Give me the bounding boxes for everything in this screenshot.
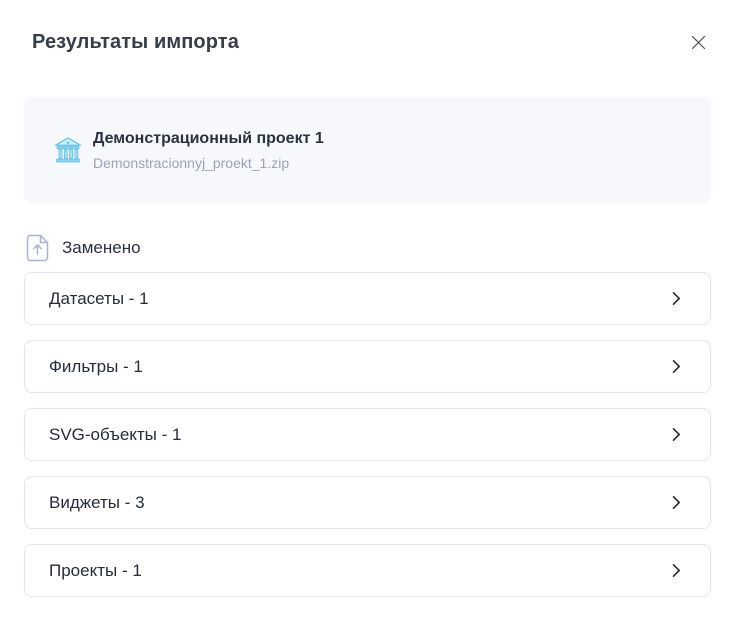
chevron-right-icon [669, 427, 683, 442]
section-label: Фильтры - 1 [49, 356, 143, 376]
section-label: SVG-объекты - 1 [49, 424, 182, 444]
classical-building-icon [54, 136, 82, 164]
section-label: Виджеты - 3 [49, 492, 145, 512]
project-name: Демонстрационный проект 1 [93, 130, 324, 147]
project-card: Демонстрационный проект 1 Demonstracionn… [24, 97, 711, 203]
section-row-projects[interactable]: Проекты - 1 [24, 544, 711, 597]
chevron-right-icon [669, 495, 683, 510]
chevron-right-icon [669, 359, 683, 374]
close-icon [690, 34, 707, 51]
project-info: Демонстрационный проект 1 Demonstracionn… [93, 129, 324, 171]
chevron-right-icon [669, 291, 683, 306]
section-label: Датасеты - 1 [49, 288, 149, 308]
close-button[interactable] [688, 32, 709, 53]
project-filename: Demonstracionnyj_proekt_1.zip [93, 155, 290, 171]
section-label: Проекты - 1 [49, 560, 142, 580]
section-row-filters[interactable]: Фильтры - 1 [24, 340, 711, 393]
modal-header: Результаты импорта [0, 0, 735, 54]
status-label: Заменено [62, 238, 141, 257]
section-list: Датасеты - 1 Фильтры - 1 SVG-объекты - 1 [24, 272, 711, 597]
status-row: Заменено [26, 234, 735, 262]
file-upload-icon [26, 234, 49, 262]
modal-title: Результаты импорта [32, 31, 239, 53]
section-row-svg-objects[interactable]: SVG-объекты - 1 [24, 408, 711, 461]
section-row-datasets[interactable]: Датасеты - 1 [24, 272, 711, 325]
chevron-right-icon [669, 563, 683, 578]
section-row-widgets[interactable]: Виджеты - 3 [24, 476, 711, 529]
